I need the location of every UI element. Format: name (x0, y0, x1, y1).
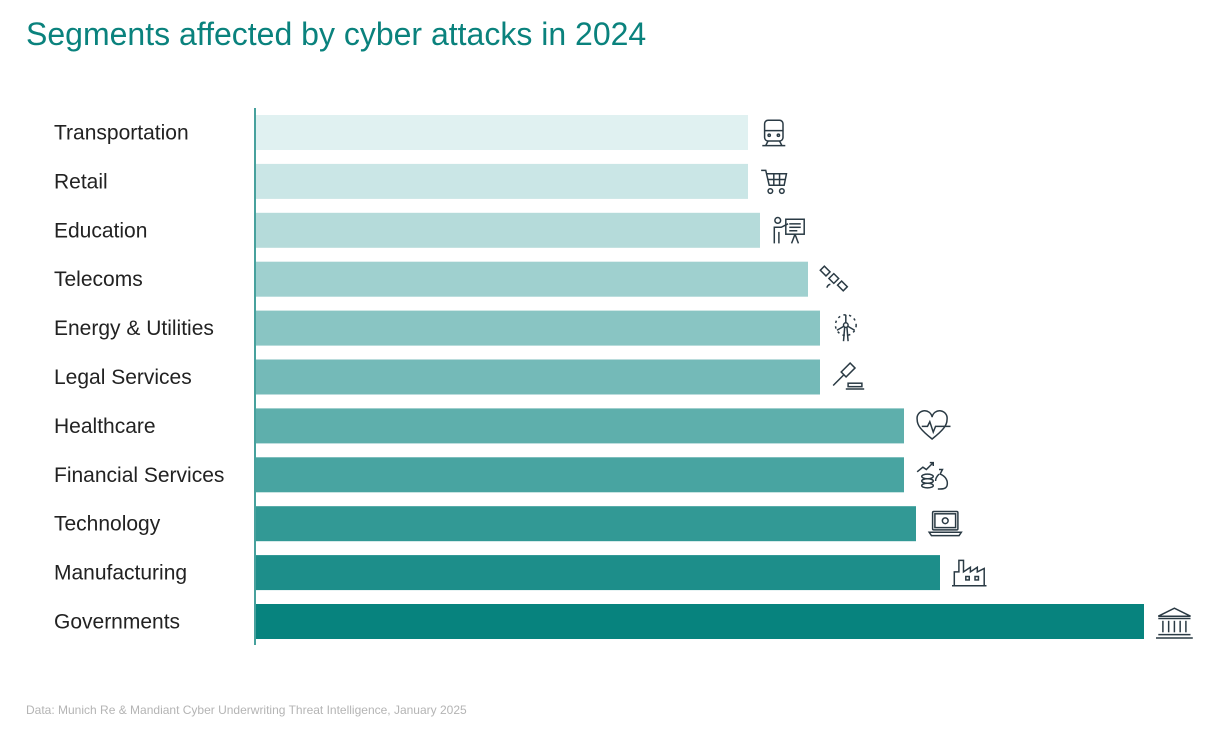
factory-icon (952, 559, 987, 587)
bar (256, 261, 808, 297)
category-label: Transportation (54, 122, 189, 145)
bar (256, 163, 748, 199)
bar-group: Financial Services (54, 457, 949, 493)
train-icon (762, 119, 786, 147)
category-label: Financial Services (54, 464, 224, 487)
bar-chart: Transportation Retail Education Telecoms Ene… (54, 108, 1193, 645)
category-label: Telecoms (54, 268, 143, 291)
heart-pulse-icon (916, 409, 951, 440)
money-growth-icon (916, 461, 949, 490)
bar-group: Legal Services (54, 359, 865, 395)
bar-group: Telecoms (54, 261, 849, 297)
bar (256, 506, 916, 542)
category-label: Governments (54, 611, 180, 634)
category-label: Manufacturing (54, 562, 187, 585)
bar-group: Governments (54, 604, 1193, 639)
government-building-icon (1156, 607, 1193, 639)
bar (256, 310, 820, 346)
bar (256, 555, 940, 591)
bar-group: Energy & Utilities (54, 310, 857, 346)
bar (256, 212, 760, 248)
chart-title: Segments affected by cyber attacks in 20… (26, 16, 647, 52)
category-label: Healthcare (54, 415, 156, 438)
laptop-gear-icon (927, 510, 963, 537)
bar-group: Technology (54, 506, 963, 542)
category-label: Technology (54, 513, 161, 536)
bar (256, 359, 820, 395)
bar (256, 604, 1144, 639)
bar (256, 457, 904, 493)
bar (256, 115, 748, 150)
source-note: Data: Munich Re & Mandiant Cyber Underwr… (26, 703, 467, 717)
bar-group: Retail (54, 163, 788, 199)
gavel-icon (832, 362, 865, 390)
bar-group: Healthcare (54, 408, 951, 444)
satellite-icon (819, 265, 849, 292)
bar (256, 408, 904, 444)
teacher-board-icon (773, 216, 805, 244)
category-label: Legal Services (54, 366, 192, 389)
wind-turbine-icon (834, 314, 857, 342)
bar-group: Education (54, 212, 805, 248)
category-label: Education (54, 219, 147, 242)
shopping-cart-icon (761, 169, 788, 195)
bar-group: Transportation (54, 115, 786, 150)
category-label: Energy & Utilities (54, 317, 214, 340)
category-label: Retail (54, 170, 108, 193)
bar-group: Manufacturing (54, 555, 987, 591)
